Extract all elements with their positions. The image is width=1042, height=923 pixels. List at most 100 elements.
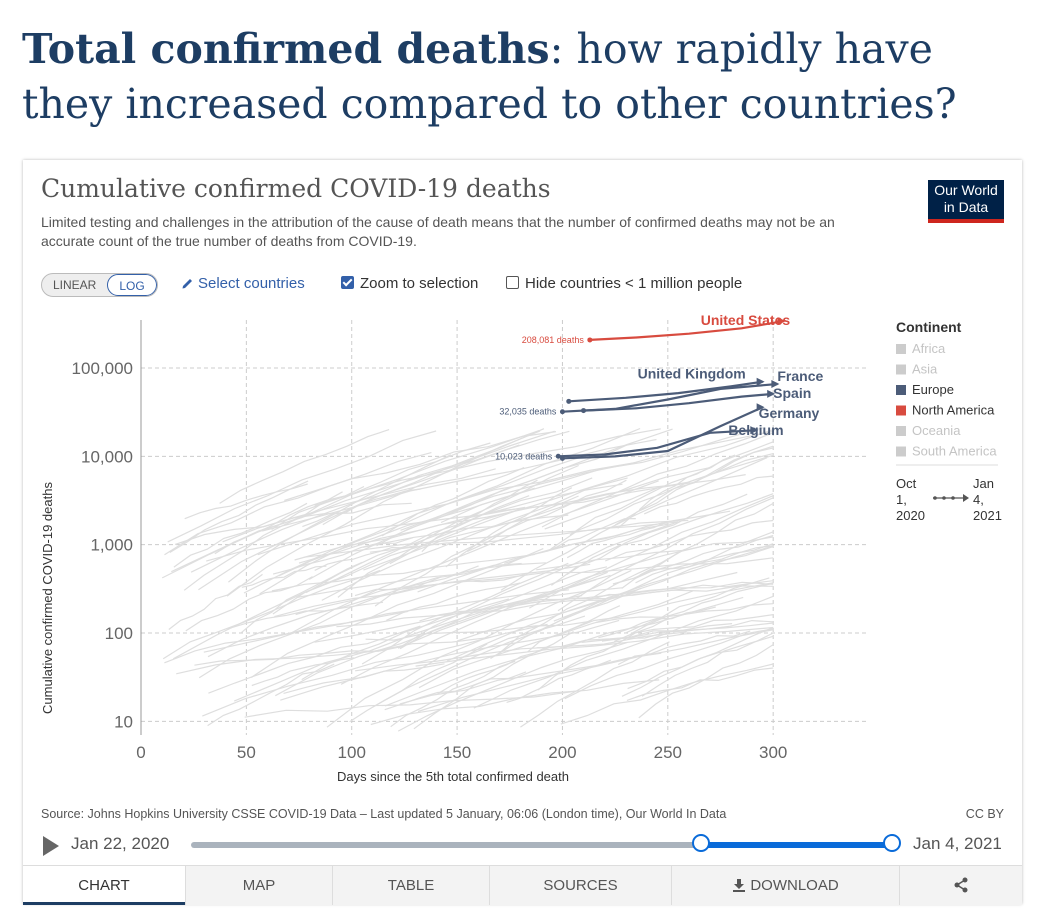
background-country-line — [536, 623, 733, 649]
background-country-line — [361, 562, 569, 665]
log-option[interactable]: LOG — [107, 274, 157, 296]
background-country-line — [240, 561, 363, 634]
legend-item-label: South America — [912, 444, 997, 459]
annotations: 208,081 deaths 32,035 deaths 10,023 deaths — [495, 335, 584, 461]
license-link[interactable]: CC BY — [965, 807, 1004, 821]
background-country-line — [500, 457, 768, 591]
series-line — [562, 382, 778, 413]
background-country-line — [321, 477, 628, 601]
zoom-to-selection-checkbox[interactable]: Zoom to selection — [341, 274, 478, 294]
series-start-point — [581, 408, 587, 414]
y-tick-label: 1,000 — [90, 536, 133, 555]
background-country-line — [198, 428, 545, 591]
background-country-line — [466, 479, 627, 553]
series-label: France — [777, 368, 823, 384]
background-country-line — [376, 443, 629, 547]
background-country-line — [568, 582, 774, 631]
background-country-line — [314, 544, 418, 571]
select-countries-link[interactable]: Select countries — [181, 274, 305, 294]
background-country-line — [287, 480, 659, 636]
tab-sources[interactable]: SOURCES — [489, 866, 671, 905]
series-label: Spain — [773, 385, 811, 401]
background-country-line — [161, 430, 540, 579]
legend-item-label: Asia — [912, 362, 938, 377]
background-country-line — [537, 617, 670, 691]
timeline-end-handle[interactable] — [883, 834, 901, 852]
background-country-line — [162, 569, 381, 660]
legend-swatch — [896, 405, 906, 416]
background-country-line — [557, 497, 774, 612]
background-country-line — [473, 595, 774, 709]
background-country-line — [173, 502, 308, 568]
background-country-line — [203, 589, 569, 653]
series-label: Germany — [759, 405, 820, 421]
background-country-line — [296, 562, 546, 599]
owid-logo[interactable]: Our World in Data — [928, 180, 1004, 223]
tab-download[interactable]: DOWNLOAD — [671, 866, 899, 905]
background-country-line — [305, 477, 593, 594]
background-country-line — [208, 625, 421, 694]
headline-bold: Total confirmed deaths — [22, 25, 550, 73]
series-line — [558, 429, 757, 458]
background-country-line — [308, 428, 673, 580]
background-country-line — [585, 580, 774, 602]
timeline-start-handle[interactable] — [692, 834, 710, 852]
y-tick-label: 10,000 — [81, 447, 133, 466]
background-country-line — [206, 506, 526, 562]
background-country-line — [298, 483, 623, 564]
background-country-line — [536, 536, 774, 571]
series-label: United Kingdom — [638, 366, 746, 382]
background-country-line — [233, 579, 597, 702]
background-country-line — [504, 510, 731, 564]
download-label: DOWNLOAD — [750, 877, 839, 894]
headline-rest: : how rapidly have they increased compar… — [22, 25, 957, 128]
timeline-track[interactable] — [191, 842, 892, 848]
background-country-line — [546, 518, 636, 553]
background-country-line — [389, 429, 773, 565]
y-tick-label: 100 — [105, 624, 133, 643]
legend-time-end: 4, — [973, 492, 984, 507]
start-value-annotation: 10,023 deaths — [495, 451, 553, 461]
y-axis-label: Cumulative confirmed COVID-19 deaths — [40, 482, 55, 714]
legend-swatch — [896, 426, 906, 436]
linear-option[interactable]: LINEAR — [53, 278, 97, 292]
hide-small-countries-checkbox[interactable]: Hide countries < 1 million people — [506, 274, 742, 294]
x-tick-label: 0 — [136, 743, 145, 762]
legend-title: Continent — [896, 319, 962, 335]
background-country-line — [437, 647, 549, 695]
background-country-line — [630, 582, 774, 635]
play-icon[interactable] — [43, 836, 59, 856]
background-country-line — [198, 576, 442, 679]
tab-map[interactable]: MAP — [185, 866, 332, 905]
background-country-line — [390, 660, 516, 728]
legend-item-label: Oceania — [912, 423, 961, 438]
zoom-label: Zoom to selection — [360, 275, 479, 292]
background-country-line — [405, 557, 774, 589]
pencil-icon — [182, 279, 192, 289]
background-country-line — [280, 619, 620, 701]
background-country-line — [553, 545, 774, 622]
series-end-arrow — [767, 389, 776, 398]
background-country-line — [402, 546, 702, 647]
tab-chart[interactable]: CHART — [23, 866, 185, 905]
tab-share[interactable] — [899, 866, 1022, 905]
unchecked-box-icon — [506, 276, 519, 289]
background-country-line — [167, 430, 437, 543]
background-country-line — [421, 479, 538, 553]
background-country-line — [314, 587, 623, 643]
background-country-line — [355, 631, 687, 672]
series-start-point — [555, 453, 561, 459]
background-country-line — [363, 467, 710, 571]
tab-table[interactable]: TABLE — [332, 866, 489, 905]
background-country-line — [301, 598, 510, 681]
background-country-line — [627, 635, 774, 690]
legend-time-start: Oct — [896, 476, 917, 491]
legend-item-label: North America — [912, 403, 995, 418]
series-end-arrow — [756, 377, 765, 386]
series-start-point — [587, 337, 593, 343]
background-country-line — [419, 594, 583, 622]
x-tick-label: 150 — [443, 743, 471, 762]
scale-toggle[interactable]: LINEAR LOG — [41, 273, 158, 297]
series-label: United States — [701, 312, 791, 328]
